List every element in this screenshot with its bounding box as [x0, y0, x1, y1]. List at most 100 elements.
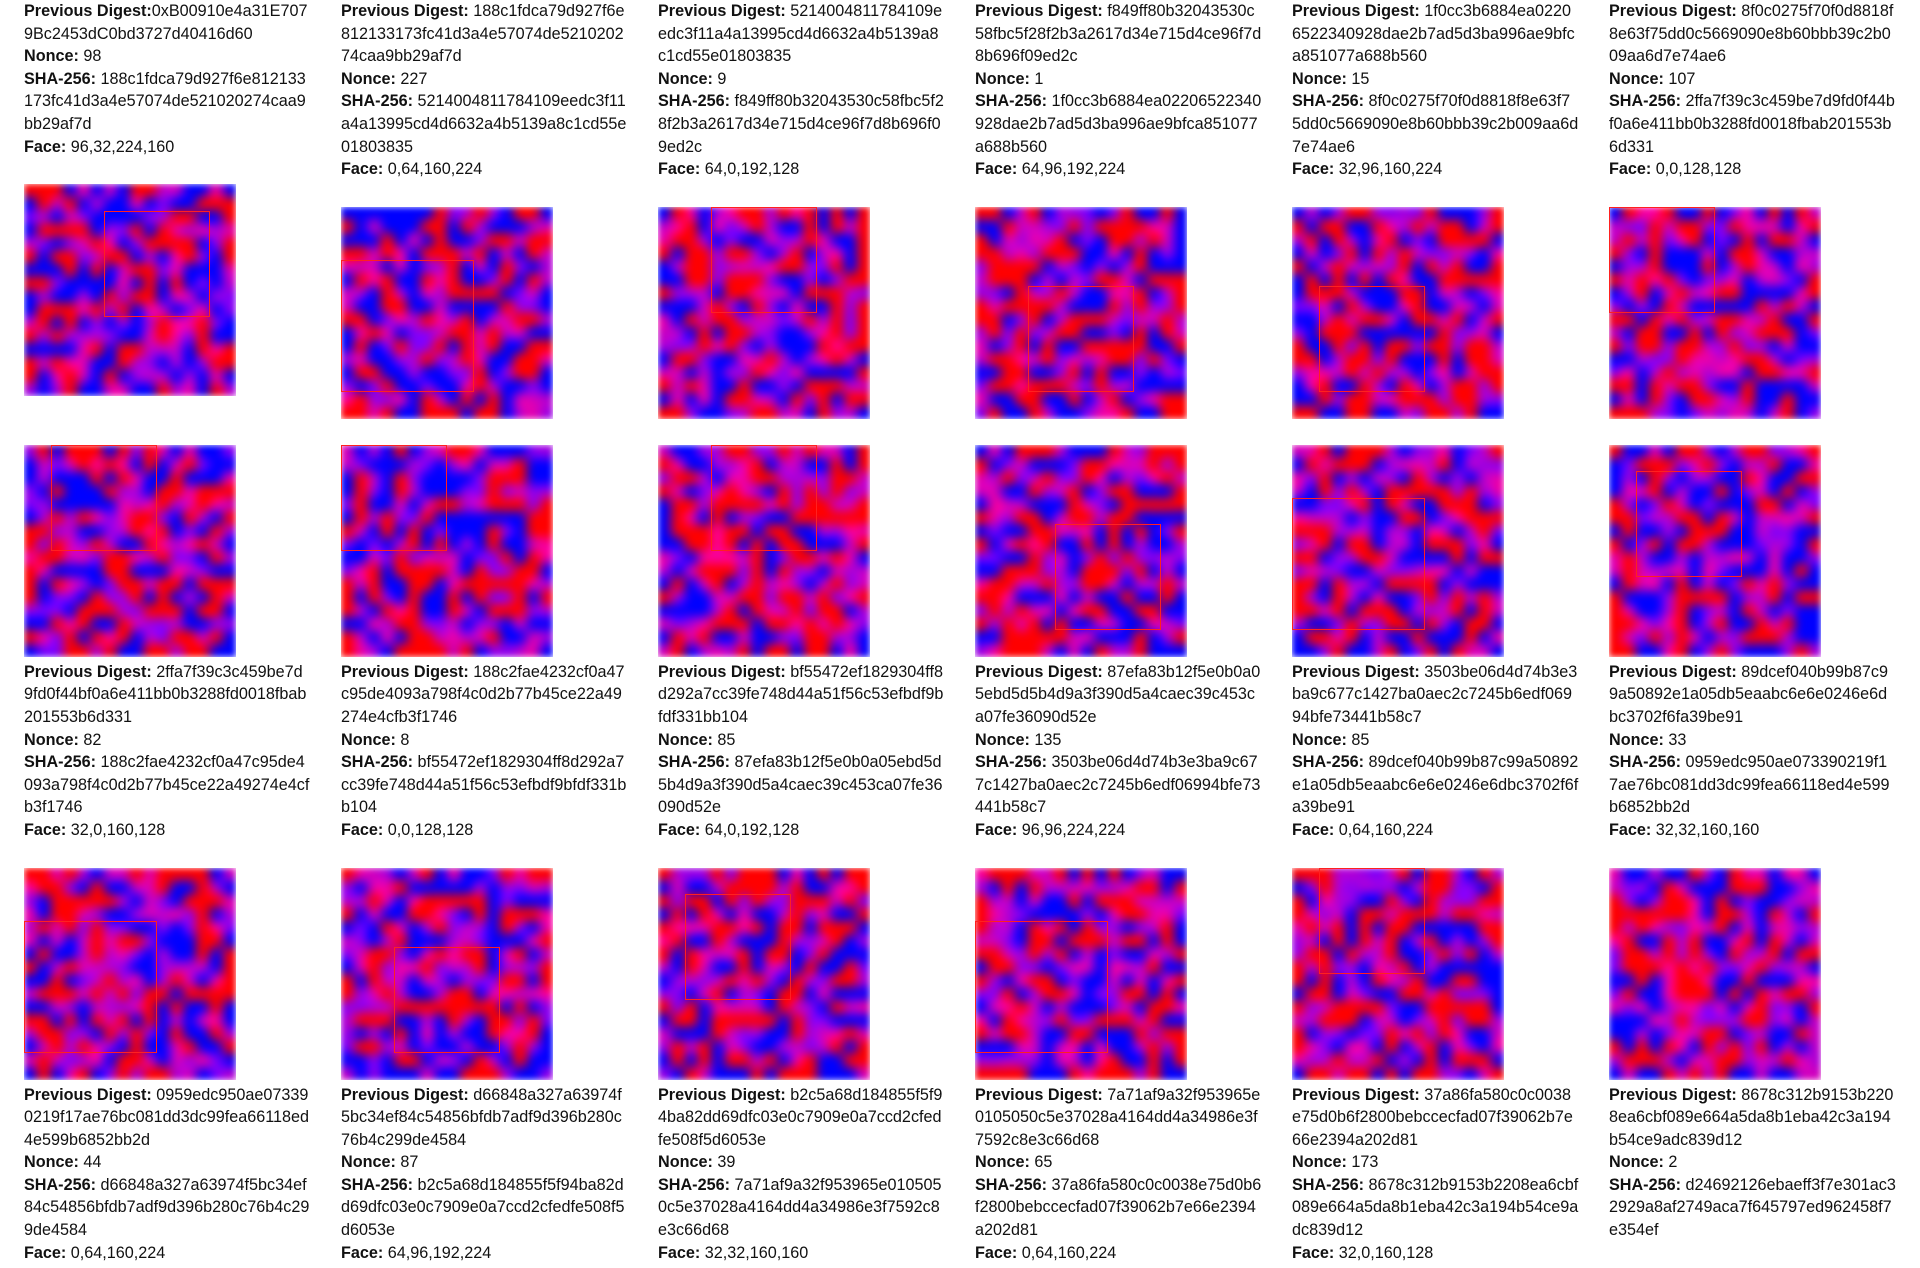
sha256-row: SHA-256: d24692126ebaeff3f7e301ac32929a8… [1609, 1174, 1896, 1242]
sha256-row: SHA-256: 2ffa7f39c3c459be7d9fd0f44bf0a6e… [1609, 90, 1896, 158]
previous-digest-row: Previous Digest: 3503be06d4d74b3e3ba9c67… [1292, 661, 1579, 729]
nonce-value: 227 [396, 70, 428, 88]
block-noise-image [1609, 445, 1821, 657]
face-coords-value: 32,96,160,224 [1334, 160, 1442, 178]
face-coords-value: 0,0,128,128 [1651, 160, 1741, 178]
nonce-row: Nonce: 82 [24, 729, 311, 752]
sha256-label: SHA-256: [1609, 1176, 1681, 1194]
noise-canvas-holder [341, 207, 553, 419]
sha256-label: SHA-256: [658, 1176, 730, 1194]
face-coords-row: Face: 0,64,160,224 [1292, 819, 1579, 842]
block-cell: Previous Digest: 0959edc950ae073390219f1… [24, 846, 311, 1268]
block-image-wrapper [24, 423, 311, 661]
sha256-label: SHA-256: [24, 753, 96, 771]
block-metadata: Previous Digest:0xB00910e4a31E7079Bc2453… [24, 0, 311, 162]
nonce-value: 1 [1030, 70, 1044, 88]
face-coords-value: 32,0,160,128 [1334, 1244, 1433, 1262]
sha256-label: SHA-256: [1609, 753, 1681, 771]
nonce-value: 135 [1030, 731, 1062, 749]
block-metadata: Previous Digest: 2ffa7f39c3c459be7d9fd0f… [24, 661, 311, 846]
block-noise-image [1292, 207, 1504, 419]
previous-digest-row: Previous Digest: 2ffa7f39c3c459be7d9fd0f… [24, 661, 311, 729]
block-noise-image [1292, 445, 1504, 657]
block-cell: Previous Digest: 5214004811784109eedc3f1… [658, 0, 945, 423]
sha256-label: SHA-256: [341, 92, 413, 110]
previous-digest-label: Previous Digest: [1609, 1086, 1737, 1104]
nonce-label: Nonce: [658, 731, 713, 749]
previous-digest-label: Previous Digest: [341, 663, 469, 681]
noise-canvas-holder [1609, 868, 1821, 1080]
block-metadata: Previous Digest: 1f0cc3b6884ea0220652234… [1292, 0, 1579, 185]
noise-canvas-holder [1292, 207, 1504, 419]
block-image-wrapper [975, 846, 1262, 1084]
face-coords-row: Face: 64,96,192,224 [341, 1242, 628, 1265]
nonce-row: Nonce: 135 [975, 729, 1262, 752]
noise-canvas-holder [1609, 445, 1821, 657]
noise-canvas-holder [975, 868, 1187, 1080]
block-image-wrapper [1609, 846, 1896, 1084]
previous-digest-row: Previous Digest: d66848a327a63974f5bc34e… [341, 1084, 628, 1152]
block-metadata: Previous Digest: 0959edc950ae073390219f1… [24, 1084, 311, 1268]
nonce-row: Nonce: 85 [1292, 729, 1579, 752]
nonce-value: 2 [1664, 1153, 1678, 1171]
block-noise-image [341, 868, 553, 1080]
nonce-value: 8 [396, 731, 410, 749]
nonce-label: Nonce: [975, 1153, 1030, 1171]
nonce-row: Nonce: 85 [658, 729, 945, 752]
face-coords-label: Face: [341, 1244, 383, 1262]
noise-canvas-holder [1292, 445, 1504, 657]
nonce-label: Nonce: [658, 1153, 713, 1171]
block-image-wrapper [658, 846, 945, 1084]
sha256-row: SHA-256: 188c2fae4232cf0a47c95de4093a798… [24, 751, 311, 819]
noise-canvas-holder [658, 445, 870, 657]
nonce-row: Nonce: 173 [1292, 1151, 1579, 1174]
nonce-row: Nonce: 33 [1609, 729, 1896, 752]
sha256-row: SHA-256: bf55472ef1829304ff8d292a7cc39fe… [341, 751, 628, 819]
face-coords-row: Face: 64,0,192,128 [658, 819, 945, 842]
block-cell: Previous Digest: 1f0cc3b6884ea0220652234… [1292, 0, 1579, 423]
block-noise-image [1609, 868, 1821, 1080]
previous-digest-label: Previous Digest: [975, 663, 1103, 681]
face-coords-label: Face: [1292, 821, 1334, 839]
block-cell: Previous Digest: 8f0c0275f70f0d8818f8e63… [1609, 0, 1896, 423]
nonce-value: 44 [79, 1153, 102, 1171]
previous-digest-label: Previous Digest: [1292, 663, 1420, 681]
face-coords-value: 64,96,192,224 [1017, 160, 1125, 178]
block-cell: Previous Digest: 37a86fa580c0c0038e75d0b… [1292, 846, 1579, 1268]
nonce-row: Nonce: 15 [1292, 68, 1579, 91]
face-coords-row: Face: 96,96,224,224 [975, 819, 1262, 842]
face-coords-label: Face: [1292, 160, 1334, 178]
nonce-label: Nonce: [341, 70, 396, 88]
nonce-label: Nonce: [24, 731, 79, 749]
nonce-value: 33 [1664, 731, 1687, 749]
face-coords-value: 0,64,160,224 [383, 160, 482, 178]
sha256-label: SHA-256: [1609, 92, 1681, 110]
block-image-wrapper [658, 423, 945, 661]
block-metadata: Previous Digest: 3503be06d4d74b3e3ba9c67… [1292, 661, 1579, 846]
noise-canvas-holder [24, 445, 236, 657]
block-metadata: Previous Digest: 8678c312b9153b2208ea6cb… [1609, 1084, 1896, 1246]
noise-canvas-holder [24, 184, 236, 396]
nonce-label: Nonce: [341, 1153, 396, 1171]
block-cell: Previous Digest: 3503be06d4d74b3e3ba9c67… [1292, 423, 1579, 846]
noise-canvas-holder [341, 868, 553, 1080]
face-coords-row: Face: 64,0,192,128 [658, 158, 945, 181]
block-cell: Previous Digest: f849ff80b32043530c58fbc… [975, 0, 1262, 423]
block-noise-image [24, 445, 236, 657]
block-metadata: Previous Digest: 188c1fdca79d927f6e81213… [341, 0, 628, 185]
face-coords-value: 64,0,192,128 [700, 821, 799, 839]
face-coords-row: Face: 0,0,128,128 [1609, 158, 1896, 181]
previous-digest-label: Previous Digest: [341, 2, 469, 20]
face-coords-label: Face: [975, 821, 1017, 839]
sha256-row: SHA-256: f849ff80b32043530c58fbc5f28f2b3… [658, 90, 945, 158]
block-metadata: Previous Digest: 7a71af9a32f953965e01050… [975, 1084, 1262, 1268]
noise-canvas-holder [1609, 207, 1821, 419]
sha256-label: SHA-256: [341, 753, 413, 771]
nonce-label: Nonce: [1609, 70, 1664, 88]
noise-canvas-holder [341, 445, 553, 657]
nonce-label: Nonce: [1609, 1153, 1664, 1171]
face-coords-value: 96,96,224,224 [1017, 821, 1125, 839]
previous-digest-label: Previous Digest: [341, 1086, 469, 1104]
previous-digest-label: Previous Digest: [1609, 2, 1737, 20]
